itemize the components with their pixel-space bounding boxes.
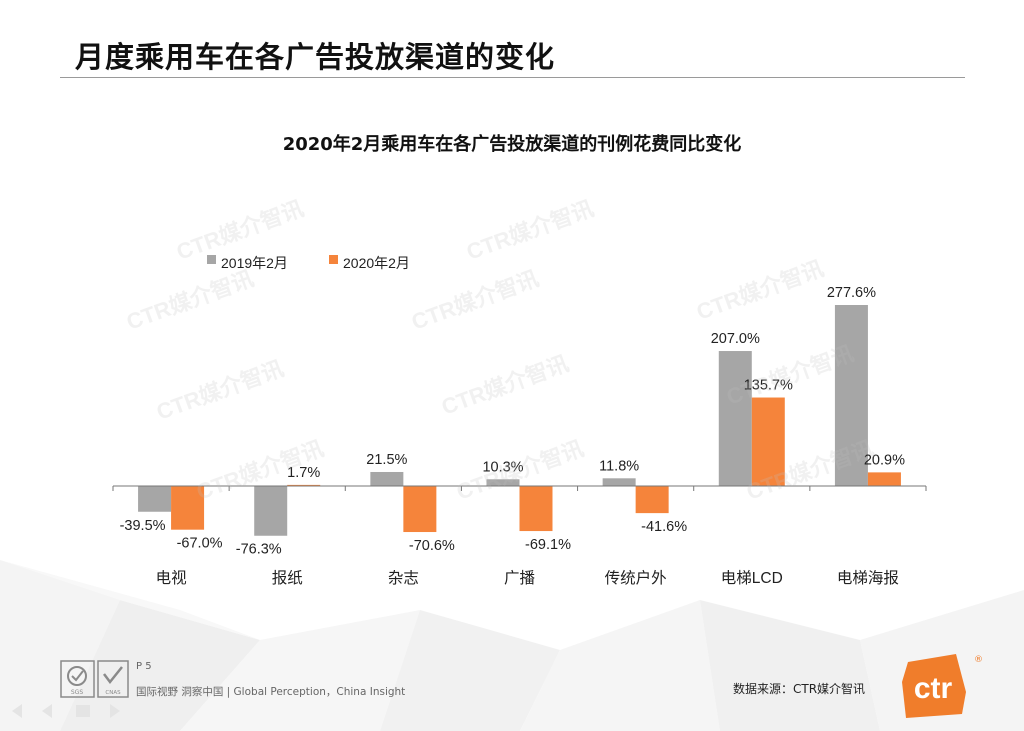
legend-swatch-1 (329, 255, 338, 264)
bar-2019-3 (486, 479, 520, 486)
data-label-2020-0: -67.0% (177, 536, 223, 552)
data-label-2019-6: 277.6% (827, 285, 876, 301)
sgs-mark-text: SGS (71, 689, 83, 696)
data-label-2019-3: 10.3% (482, 459, 523, 475)
data-label-2019-0: -39.5% (120, 518, 166, 534)
watermark-2: CTR媒介智讯 (693, 256, 827, 325)
footer-slogan: 国际视野 洞察中国 | Global Perception，China Insi… (136, 686, 406, 698)
legend-label-0: 2019年2月 (221, 255, 288, 271)
bar-2020-4 (635, 486, 669, 514)
x-tick-label-0: 电视 (156, 569, 187, 587)
data-label-2019-4: 11.8% (599, 458, 639, 474)
data-label-2020-1: 1.7% (287, 465, 320, 481)
bar-2020-2 (403, 486, 437, 533)
chart-title: 2020年2月乘用车在各广告投放渠道的刊例花费同比变化 (282, 134, 742, 155)
data-label-2019-1: -76.3% (236, 542, 282, 558)
data-label-2020-5: 135.7% (744, 378, 793, 394)
menu-icon (76, 705, 90, 717)
bar-2020-5 (751, 397, 785, 486)
previous-arrow-icon (12, 704, 22, 718)
data-label-2020-3: -69.1% (525, 537, 571, 553)
certification-logos: SGS CNAS (60, 660, 129, 698)
x-tick-label-4: 传统户外 (605, 569, 667, 587)
x-tick-label-3: 广播 (504, 569, 536, 587)
watermark-1: CTR媒介智讯 (408, 266, 542, 335)
bar-2019-5 (718, 351, 752, 486)
data-label-2019-5: 207.0% (711, 331, 760, 347)
registered-mark: ® (974, 655, 983, 665)
bar-2019-0 (138, 486, 172, 512)
cnas-mark-text: CNAS (105, 690, 121, 696)
bar-2020-0 (171, 486, 205, 530)
watermark-0: CTR媒介智讯 (123, 266, 257, 335)
bar-2019-2 (370, 471, 404, 486)
x-tick-label-1: 报纸 (272, 569, 303, 587)
data-label-2020-4: -41.6% (641, 519, 687, 535)
x-tick-label-2: 杂志 (388, 569, 419, 587)
data-label-2019-2: 21.5% (366, 452, 407, 468)
slide-navigation[interactable] (8, 700, 128, 722)
ctr-logo-text: ctr (914, 672, 953, 705)
bar-2020-1 (287, 484, 321, 486)
title-divider (60, 77, 965, 78)
page-title: 月度乘用车在各广告投放渠道的变化 (75, 40, 556, 74)
bar-2020-3 (519, 486, 553, 532)
back-arrow-icon (42, 704, 52, 718)
bar-2020-6 (867, 472, 901, 486)
data-source: 数据来源：CTR媒介智讯 (733, 682, 866, 696)
next-arrow-icon (110, 704, 120, 718)
page-number: P 5 (136, 661, 152, 672)
bar-2019-1 (254, 486, 288, 536)
watermark-4: CTR媒介智讯 (438, 351, 572, 420)
x-tick-label-5: 电梯LCD (721, 569, 783, 587)
data-label-2020-6: 20.9% (864, 452, 905, 468)
x-tick-label-6: 电梯海报 (837, 569, 899, 587)
legend-label-1: 2020年2月 (343, 255, 410, 271)
ctr-logo: ctr ® (902, 654, 983, 718)
watermark-3: CTR媒介智讯 (153, 356, 287, 425)
watermark-10: CTR媒介智讯 (463, 196, 597, 265)
legend-swatch-0 (207, 255, 216, 264)
bar-2019-6 (834, 305, 868, 486)
bar-2019-4 (602, 478, 636, 486)
data-label-2020-2: -70.6% (409, 538, 455, 554)
